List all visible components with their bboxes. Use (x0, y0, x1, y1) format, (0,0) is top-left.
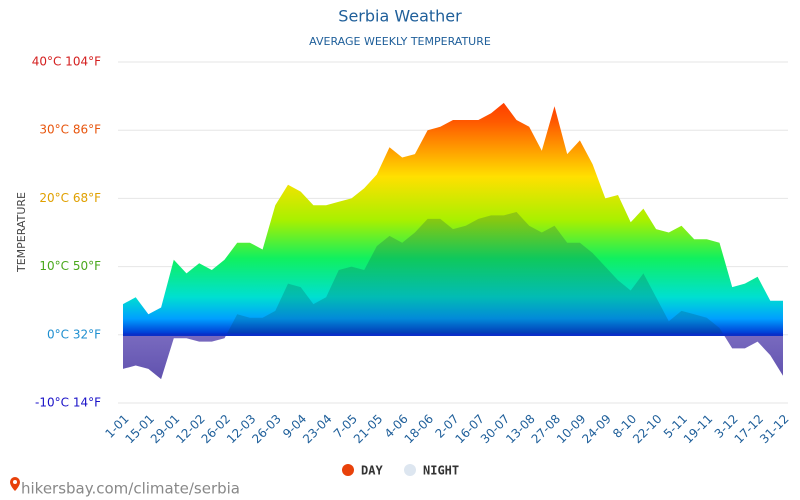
y-tick-label: -10°C 14°F (35, 396, 101, 410)
source-text: hikersbay.com/climate/serbia (21, 480, 240, 498)
y-tick-label: 10°C 50°F (39, 259, 101, 273)
legend-swatch (342, 464, 354, 476)
x-tick-label: 18-06 (402, 412, 437, 447)
legend-swatch (404, 464, 416, 476)
x-tick-label: 24-09 (579, 412, 614, 447)
y-axis-label: TEMPERATURE (15, 192, 28, 273)
y-tick-label: 20°C 68°F (39, 191, 101, 205)
chart-title: Serbia Weather (338, 7, 462, 26)
y-tick-label: 30°C 86°F (39, 123, 101, 137)
y-tick-label: 40°C 104°F (32, 55, 101, 69)
day-area (123, 102, 783, 335)
legend-label: DAY (361, 464, 383, 478)
x-tick-label: 26-03 (249, 412, 284, 447)
x-tick-label: 31-12 (757, 412, 792, 447)
x-tick-label: 19-11 (681, 412, 716, 447)
chart-subtitle: AVERAGE WEEKLY TEMPERATURE (309, 35, 491, 48)
x-tick-label: 23-04 (300, 412, 335, 447)
x-tick-label: 21-05 (351, 412, 386, 447)
legend-label: NIGHT (423, 464, 459, 478)
x-tick-label: 22-10 (630, 412, 665, 447)
y-tick-label: 0°C 32°F (47, 327, 101, 341)
source: hikersbay.com/climate/serbia (10, 477, 240, 498)
pin-dot (13, 480, 17, 484)
night-area (123, 212, 783, 380)
